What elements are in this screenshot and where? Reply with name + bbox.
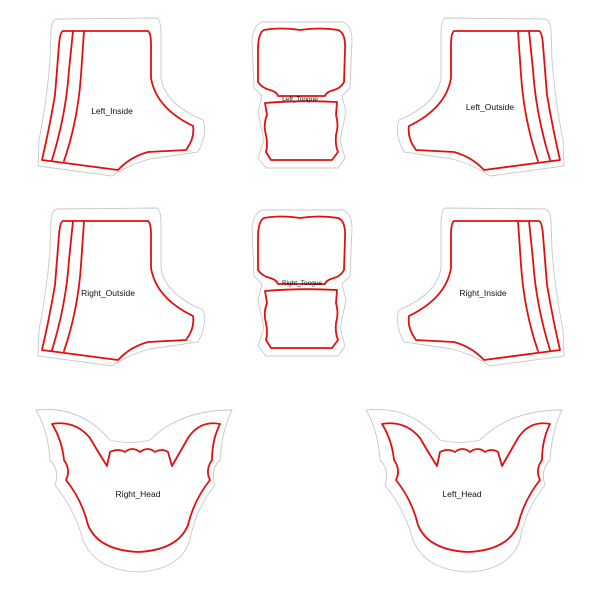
left-tongue-label: Left_Tongue [282,96,318,103]
right-head-piece: Right_Head [35,408,233,573]
right-inside-piece: Right_Inside [396,207,565,367]
right-tongue-label: Right_Tongue [282,280,322,287]
left-head-label: Left_Head [442,489,481,499]
left-tongue-piece: Left_Tongue [251,21,353,169]
left-head-piece: Left_Head [365,408,563,573]
left-outside-label: Left_Outside [466,102,514,112]
right-inside-label: Right_Inside [459,288,507,298]
left-outside-piece: Left_Outside [396,17,565,177]
left-inside-piece: Left_Inside [37,17,206,177]
right-outside-label: Right_Outside [81,288,135,298]
right-tongue-piece: Right_Tongue [251,209,353,357]
right-head-label: Right_Head [116,489,161,499]
left-inside-label: Left_Inside [91,106,133,116]
right-outside-piece: Right_Outside [37,207,206,367]
